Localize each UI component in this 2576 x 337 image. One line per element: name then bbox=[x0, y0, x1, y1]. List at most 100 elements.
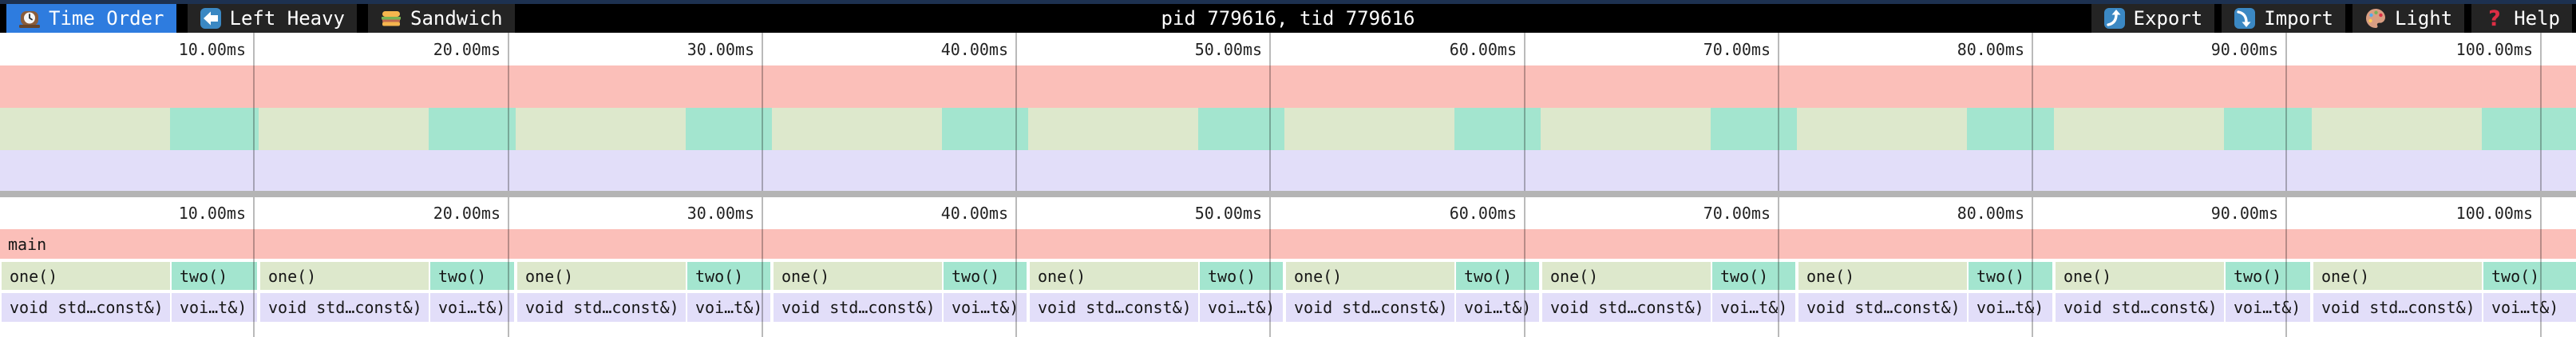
frame-cell-two[interactable]: two() bbox=[172, 262, 257, 290]
tab-left-heavy[interactable]: Left Heavy bbox=[187, 4, 357, 33]
frame-cell-main[interactable]: main bbox=[0, 229, 2576, 259]
frame-cell-one[interactable]: one() bbox=[2, 262, 170, 290]
frame-cell-one[interactable]: one() bbox=[1542, 262, 1711, 290]
time-gridline bbox=[1778, 197, 1779, 337]
frame-cell-one-child[interactable]: void std…const&) bbox=[2056, 293, 2224, 322]
frame-cell-one[interactable]: one() bbox=[1030, 262, 1198, 290]
frame-cell-two[interactable]: two() bbox=[1456, 262, 1539, 290]
flamechart-tick-label: 20.00ms bbox=[433, 204, 501, 223]
action-label: Help bbox=[2514, 7, 2560, 30]
frame-cell-two[interactable]: two() bbox=[2483, 262, 2576, 290]
time-gridline bbox=[253, 33, 255, 191]
frame-cell-two[interactable]: two() bbox=[944, 262, 1027, 290]
light-button[interactable]: Light bbox=[2352, 4, 2465, 33]
flamechart-tick-label: 10.00ms bbox=[178, 204, 246, 223]
frame-cell-two[interactable]: two() bbox=[1969, 262, 2052, 290]
sandwich-icon bbox=[380, 7, 402, 30]
help-icon: ? bbox=[2483, 7, 2506, 30]
frame-cell-one[interactable]: one() bbox=[1798, 262, 1967, 290]
time-gridline bbox=[1778, 33, 1779, 191]
action-label: Export bbox=[2133, 7, 2203, 30]
frame-cell-one-child[interactable]: void std…const&) bbox=[1542, 293, 1711, 322]
action-label: Light bbox=[2394, 7, 2453, 30]
frame-cell-two[interactable]: two() bbox=[1200, 262, 1283, 290]
frame-cell-two-child[interactable]: voi…t&) bbox=[172, 293, 257, 322]
window-top-strip bbox=[0, 0, 2576, 4]
frame-cell-one[interactable]: one() bbox=[2056, 262, 2224, 290]
frame-cell-two-child[interactable]: voi…t&) bbox=[430, 293, 514, 322]
time-gridline bbox=[1524, 197, 1525, 337]
tab-label: Left Heavy bbox=[229, 7, 346, 30]
import-button[interactable]: Import bbox=[2222, 4, 2345, 33]
minimap-seg-two bbox=[2224, 108, 2312, 150]
flamechart-tick-label: 90.00ms bbox=[2210, 204, 2278, 223]
frame-cell-one-child[interactable]: void std…const&) bbox=[1030, 293, 1198, 322]
flamechart-tick-label: 80.00ms bbox=[1957, 204, 2024, 223]
tab-time-order[interactable]: Time Order bbox=[6, 4, 176, 33]
frame-cell-one-child[interactable]: void std…const&) bbox=[1286, 293, 1454, 322]
frame-cell-two-child[interactable]: voi…t&) bbox=[944, 293, 1027, 322]
minimap-tick-label: 10.00ms bbox=[178, 40, 246, 59]
frame-cell-one[interactable]: one() bbox=[260, 262, 429, 290]
frame-cell-two-child[interactable]: voi…t&) bbox=[687, 293, 770, 322]
flamechart[interactable]: 10.00ms 20.00ms 30.00ms 40.00ms 50.00ms 60.00… bbox=[0, 197, 2576, 337]
frame-cell-two-child[interactable]: voi…t&) bbox=[2226, 293, 2310, 322]
frame-cell-one-child[interactable]: void std…const&) bbox=[774, 293, 942, 322]
toolbar-actions: Export Import Light? Help bbox=[2091, 4, 2572, 33]
frame-cell-one[interactable]: one() bbox=[517, 262, 686, 290]
minimap[interactable]: 10.00ms 20.00ms 30.00ms 40.00ms 50.00ms 60.00… bbox=[0, 33, 2576, 191]
minimap-seg-two bbox=[429, 108, 516, 150]
time-gridline bbox=[1524, 33, 1525, 191]
frame-cell-one-child[interactable]: void std…const&) bbox=[2, 293, 170, 322]
frame-cell-two-child[interactable]: voi…t&) bbox=[1969, 293, 2052, 322]
frame-cell-one[interactable]: one() bbox=[2313, 262, 2482, 290]
minimap-band-child bbox=[0, 150, 2576, 191]
time-gridline bbox=[2285, 33, 2287, 191]
time-gridline bbox=[253, 197, 255, 337]
frame-cell-two[interactable]: two() bbox=[687, 262, 770, 290]
frame-cell-two-child[interactable]: voi…t&) bbox=[1712, 293, 1795, 322]
time-gridline bbox=[508, 197, 509, 337]
minimap-seg-two bbox=[2482, 108, 2576, 150]
minimap-tick-label: 40.00ms bbox=[940, 40, 1008, 59]
time-gridline bbox=[2032, 33, 2033, 191]
minimap-tick-label: 30.00ms bbox=[687, 40, 754, 59]
minimap-band-main bbox=[0, 65, 2576, 108]
flamechart-tick-label: 50.00ms bbox=[1194, 204, 1262, 223]
minimap-seg-two bbox=[1198, 108, 1284, 150]
export-icon bbox=[2103, 7, 2126, 30]
flamechart-tick-label: 40.00ms bbox=[940, 204, 1008, 223]
frame-cell-one-child[interactable]: void std…const&) bbox=[1798, 293, 1967, 322]
minimap-tick-label: 100.00ms bbox=[2455, 40, 2533, 59]
frame-cell-one-child[interactable]: void std…const&) bbox=[517, 293, 686, 322]
resize-divider[interactable] bbox=[0, 191, 2576, 197]
action-label: Import bbox=[2264, 7, 2333, 30]
frame-cell-one-child[interactable]: void std…const&) bbox=[2313, 293, 2482, 322]
minimap-seg-two bbox=[1454, 108, 1541, 150]
minimap-band-one bbox=[0, 108, 2576, 150]
frame-cell-one[interactable]: one() bbox=[1286, 262, 1454, 290]
tab-sandwich[interactable]: Sandwich bbox=[368, 4, 515, 33]
minimap-seg-two bbox=[170, 108, 259, 150]
time-gridline bbox=[1269, 33, 1271, 191]
frame-cell-two[interactable]: two() bbox=[1712, 262, 1795, 290]
frame-cell-two-child[interactable]: voi…t&) bbox=[1456, 293, 1539, 322]
minimap-tick-label: 90.00ms bbox=[2210, 40, 2278, 59]
time-gridline bbox=[1015, 197, 1017, 337]
frame-cell-two[interactable]: two() bbox=[2226, 262, 2310, 290]
frame-cell-two-child[interactable]: voi…t&) bbox=[2483, 293, 2576, 322]
minimap-tick-label: 50.00ms bbox=[1194, 40, 1262, 59]
time-gridline bbox=[762, 33, 763, 191]
frame-cell-two-child[interactable]: voi…t&) bbox=[1200, 293, 1283, 322]
frame-cell-one-child[interactable]: void std…const&) bbox=[260, 293, 429, 322]
export-button[interactable]: Export bbox=[2091, 4, 2215, 33]
minimap-seg-two bbox=[1711, 108, 1797, 150]
help-button[interactable]: ? Help bbox=[2471, 4, 2572, 33]
minimap-seg-two bbox=[686, 108, 772, 150]
minimap-tick-label: 70.00ms bbox=[1703, 40, 1771, 59]
flamechart-tick-label: 70.00ms bbox=[1703, 204, 1771, 223]
frame-cell-two[interactable]: two() bbox=[430, 262, 514, 290]
frame-cell-one[interactable]: one() bbox=[774, 262, 942, 290]
time-gridline bbox=[508, 33, 509, 191]
